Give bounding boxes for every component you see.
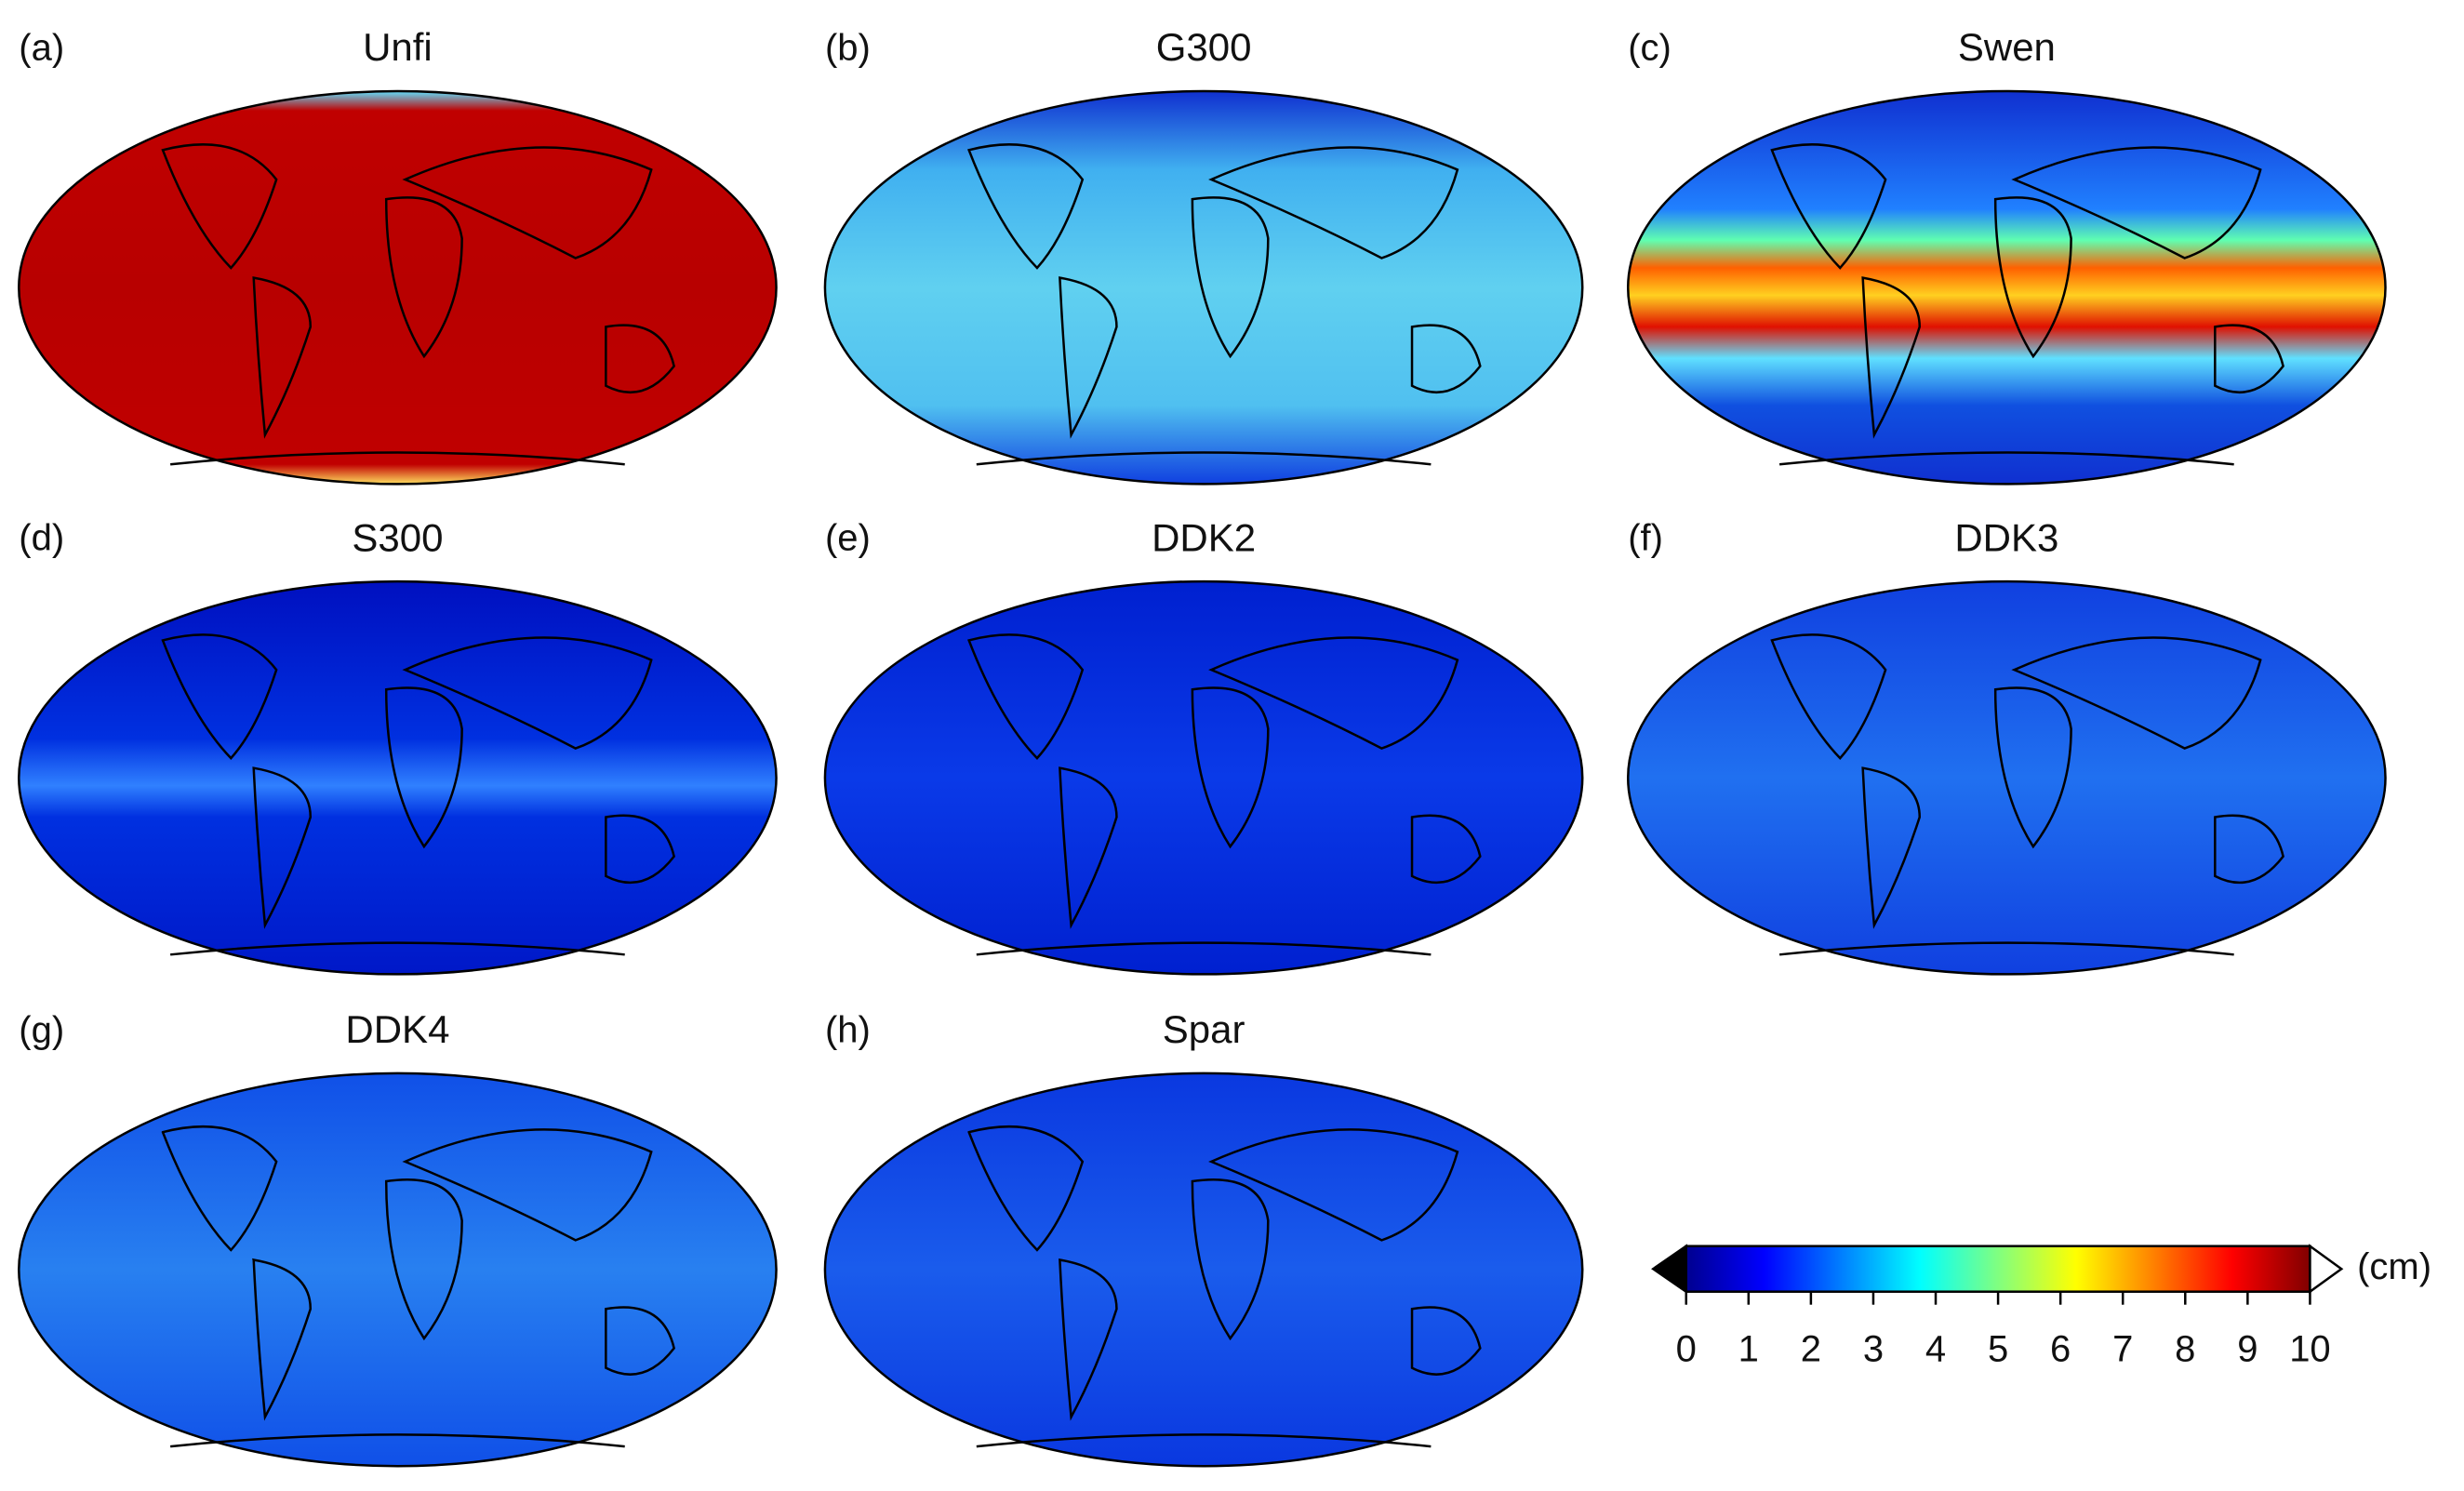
colorbar-extend-low bbox=[1651, 1244, 1687, 1295]
panel-title: DDK2 bbox=[1152, 515, 1256, 559]
colorbar-tick-label: 2 bbox=[1801, 1328, 1821, 1369]
map-panel bbox=[823, 89, 1584, 486]
coastline bbox=[605, 814, 675, 885]
coastline bbox=[1059, 1258, 1118, 1421]
colorbar-tick-label: 7 bbox=[2112, 1328, 2133, 1369]
map-field bbox=[823, 89, 1584, 486]
panel-title: DDK4 bbox=[345, 1007, 449, 1051]
colorbar-extend-high bbox=[2309, 1244, 2344, 1295]
map-field bbox=[18, 1072, 778, 1468]
coastline bbox=[252, 1258, 313, 1421]
coastline bbox=[1191, 686, 1270, 849]
coastline bbox=[2214, 814, 2284, 885]
colorbar-tick-label: 10 bbox=[2289, 1328, 2331, 1369]
coastline bbox=[1410, 324, 1482, 393]
coastline bbox=[1208, 1128, 1459, 1242]
coastline bbox=[605, 1306, 675, 1376]
coastline bbox=[966, 143, 1085, 270]
coastline bbox=[1410, 1306, 1482, 1376]
colorbar-tick-label: 5 bbox=[1988, 1328, 2008, 1369]
panel-label: (g) bbox=[19, 1010, 64, 1051]
panel-title: Swen bbox=[1958, 25, 2056, 69]
colorbar-tick-label: 0 bbox=[1676, 1328, 1697, 1369]
map-panel bbox=[18, 579, 778, 976]
colorbar-ramp bbox=[1685, 1245, 2311, 1293]
coastline bbox=[1191, 196, 1270, 359]
coastline bbox=[1770, 143, 1887, 270]
coastline bbox=[252, 276, 313, 439]
colorbar-tick-label: 6 bbox=[2050, 1328, 2071, 1369]
panel-label: (a) bbox=[19, 28, 64, 69]
coastline bbox=[161, 1125, 278, 1252]
coastline bbox=[1778, 451, 2234, 466]
coastline bbox=[976, 941, 1432, 956]
coastline bbox=[384, 1178, 463, 1341]
map-panel bbox=[18, 89, 778, 486]
map-field bbox=[18, 89, 778, 486]
coastline bbox=[1059, 276, 1118, 439]
coastline bbox=[384, 686, 463, 849]
panel-label: (d) bbox=[19, 518, 64, 559]
coastline bbox=[170, 1433, 625, 1448]
coastline bbox=[966, 633, 1085, 760]
panel-title: S300 bbox=[352, 515, 443, 559]
coastline bbox=[1778, 941, 2234, 956]
colorbar-tick-label: 9 bbox=[2237, 1328, 2258, 1369]
coastline bbox=[170, 941, 625, 956]
panel-label: (f) bbox=[1628, 518, 1663, 559]
coastline bbox=[605, 324, 675, 393]
panel-title: Unfi bbox=[363, 25, 433, 69]
coastline bbox=[1208, 146, 1459, 260]
coastline bbox=[1861, 276, 1921, 439]
coastline bbox=[252, 766, 313, 929]
map-field bbox=[1626, 89, 2387, 486]
map-field bbox=[823, 579, 1584, 976]
coastline bbox=[2214, 324, 2284, 393]
panel-label: (c) bbox=[1628, 28, 1672, 69]
map-panel bbox=[823, 579, 1584, 976]
coastline bbox=[1059, 766, 1118, 929]
coastline bbox=[976, 451, 1432, 466]
panel-title: DDK3 bbox=[1954, 515, 2058, 559]
coastline bbox=[1770, 633, 1887, 760]
coastline bbox=[966, 1125, 1085, 1252]
coastline bbox=[402, 1128, 653, 1242]
map-panel bbox=[823, 1072, 1584, 1468]
colorbar-tick-label: 4 bbox=[1925, 1328, 1946, 1369]
panel-label: (h) bbox=[825, 1010, 871, 1051]
colorbar-unit: (cm) bbox=[2357, 1246, 2431, 1287]
map-panel bbox=[18, 1072, 778, 1468]
coastline bbox=[1861, 766, 1921, 929]
coastline bbox=[161, 143, 278, 270]
colorbar-tick-label: 8 bbox=[2175, 1328, 2195, 1369]
map-field bbox=[1626, 579, 2387, 976]
coastline bbox=[402, 636, 653, 750]
coastline bbox=[402, 146, 653, 260]
coastline bbox=[976, 1433, 1432, 1448]
colorbar-tick-label: 1 bbox=[1738, 1328, 1759, 1369]
coastline bbox=[1191, 1178, 1270, 1341]
panel-title: G300 bbox=[1156, 25, 1252, 69]
panel-label: (e) bbox=[825, 518, 871, 559]
coastline bbox=[1208, 636, 1459, 750]
coastline bbox=[2011, 146, 2262, 260]
map-field bbox=[18, 579, 778, 976]
coastline bbox=[1410, 814, 1482, 885]
map-panel bbox=[1626, 89, 2387, 486]
coastline bbox=[1993, 196, 2072, 359]
coastline bbox=[161, 633, 278, 760]
panel-title: Spar bbox=[1163, 1007, 1245, 1051]
coastline bbox=[170, 451, 625, 466]
coastline bbox=[384, 196, 463, 359]
coastline bbox=[1993, 686, 2072, 849]
map-field bbox=[823, 1072, 1584, 1468]
map-panel bbox=[1626, 579, 2387, 976]
colorbar: 0 1 2 3 4 5 6 7 8 9 10 (cm) bbox=[1651, 1244, 2431, 1369]
panel-label: (b) bbox=[825, 28, 871, 69]
coastline bbox=[2011, 636, 2262, 750]
colorbar-tick-label: 3 bbox=[1863, 1328, 1884, 1369]
